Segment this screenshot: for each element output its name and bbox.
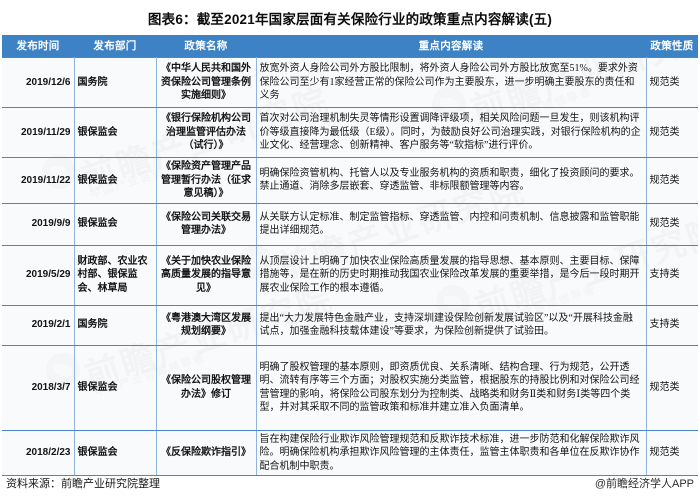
cell-policy-name: 《银行保险机构公司治理监管评估办法（试行）》 bbox=[155, 107, 257, 158]
brand-watermark: @前瞻经济学人APP bbox=[594, 478, 694, 490]
cell-dept: 银保监会 bbox=[73, 202, 157, 246]
table-row: 2018/2/23 银保监会 《反保险欺诈指引》 旨在构建保险行业欺诈风险管理规… bbox=[2, 429, 698, 476]
cell-policy-type: 规范类 bbox=[645, 157, 698, 204]
cell-dept: 财政部、农业农村部、银保监会、林草局 bbox=[73, 244, 157, 306]
table-header-row: 发布时间 发布部门 政策名称 重点内容解读 政策性质 bbox=[2, 35, 698, 58]
source-note: 资料来源：前瞻产业研究院整理 bbox=[6, 478, 160, 490]
cell-policy-type: 支持类 bbox=[645, 304, 698, 346]
cell-description: 从关联方认定标准、制定监管指标、穿透监管、内控和问责机制、信息披露和监管职能提出… bbox=[255, 202, 647, 246]
cell-policy-type: 规范类 bbox=[645, 344, 698, 431]
cell-policy-type: 规范类 bbox=[645, 202, 698, 246]
cell-date: 2019/11/22 bbox=[2, 157, 75, 204]
column-header-dept: 发布部门 bbox=[74, 35, 156, 58]
table-row: 2019/11/22 银保监会 《保险资产管理产品管理暂行办法（征求意见稿）》 … bbox=[2, 157, 698, 204]
cell-dept: 国务院 bbox=[73, 57, 157, 108]
cell-policy-name: 《保险公司股权管理办法》修订 bbox=[155, 344, 257, 431]
cell-date: 2018/2/23 bbox=[2, 429, 75, 476]
cell-description: 旨在构建保险行业欺诈风险管理规范和反欺诈技术标准，进一步防范和化解保险欺诈风险。… bbox=[255, 429, 647, 476]
cell-dept: 银保监会 bbox=[73, 429, 157, 476]
cell-policy-name: 《中华人民共和国外资保险公司管理条例实施细则》 bbox=[155, 57, 257, 108]
cell-dept: 银保监会 bbox=[73, 107, 157, 158]
table-row: 2019/9/9 银保监会 《保险公司关联交易管理办法》 从关联方认定标准、制定… bbox=[2, 202, 698, 246]
table-body: 2019/12/6 国务院 《中华人民共和国外资保险公司管理条例实施细则》 放宽… bbox=[2, 57, 698, 476]
column-header-date: 发布时间 bbox=[2, 35, 74, 58]
cell-date: 2019/9/9 bbox=[2, 202, 75, 246]
cell-description: 明确保险资管机构、托管人以及专业服务机构的资质和职责，细化了投资顾问的要求。禁止… bbox=[255, 157, 647, 204]
table-row: 2019/12/6 国务院 《中华人民共和国外资保险公司管理条例实施细则》 放宽… bbox=[2, 57, 698, 108]
policy-table-wrap: 前瞻产业研究院 中国产业咨询领导者 前瞻产业研究院 中国产业咨询领导者 前瞻产业… bbox=[2, 35, 698, 476]
cell-policy-type: 规范类 bbox=[645, 107, 698, 158]
cell-dept: 国务院 bbox=[73, 304, 157, 346]
cell-description: 从顶层设计上明确了加快农业保险高质量发展的指导思想、基本原则、主要目标、保障措施… bbox=[255, 244, 647, 306]
cell-policy-name: 《保险资产管理产品管理暂行办法（征求意见稿）》 bbox=[155, 157, 257, 204]
cell-description: 提出“大力发展特色金融产业，支持深圳建设保险创新发展试验区”以及“开展科技金融试… bbox=[255, 304, 647, 346]
cell-date: 2019/11/29 bbox=[2, 107, 75, 158]
column-header-type: 政策性质 bbox=[646, 35, 698, 58]
cell-policy-type: 规范类 bbox=[645, 57, 698, 108]
cell-policy-name: 《粤港澳大湾区发展规划纲要》 bbox=[155, 304, 257, 346]
cell-dept: 银保监会 bbox=[73, 157, 157, 204]
table-row: 2019/5/29 财政部、农业农村部、银保监会、林草局 《关于加快农业保险高质… bbox=[2, 244, 698, 306]
column-header-desc: 重点内容解读 bbox=[256, 35, 646, 58]
cell-policy-name: 《反保险欺诈指引》 bbox=[155, 429, 257, 476]
table-row: 2019/11/29 银保监会 《银行保险机构公司治理监管评估办法（试行）》 首… bbox=[2, 107, 698, 158]
cell-dept: 银保监会 bbox=[73, 344, 157, 431]
table-row: 2019/2/1 国务院 《粤港澳大湾区发展规划纲要》 提出“大力发展特色金融产… bbox=[2, 304, 698, 346]
table-header: 发布时间 发布部门 政策名称 重点内容解读 政策性质 bbox=[2, 35, 698, 58]
column-header-name: 政策名称 bbox=[156, 35, 256, 58]
cell-description: 明确了股权管理的基本原则，即资质优良、关系清晰、结构合理、行为规范，公开透明、流… bbox=[255, 344, 647, 431]
cell-date: 2018/3/7 bbox=[2, 344, 75, 431]
cell-date: 2019/12/6 bbox=[2, 57, 75, 108]
cell-policy-name: 《关于加快农业保险高质量发展的指导意见》 bbox=[155, 244, 257, 306]
cell-description: 放宽外资人身险公司外方股比限制，将外资人身险公司外方股比放宽至51%。要求外资保… bbox=[255, 57, 647, 108]
policy-table: 发布时间 发布部门 政策名称 重点内容解读 政策性质 2019/12/6 国务院… bbox=[2, 35, 698, 476]
cell-date: 2019/2/1 bbox=[2, 304, 75, 346]
footer: 资料来源：前瞻产业研究院整理 @前瞻经济学人APP bbox=[0, 465, 700, 501]
page-title: 图表6：截至2021年国家层面有关保险行业的政策重点内容解读(五) bbox=[147, 12, 553, 27]
cell-policy-name: 《保险公司关联交易管理办法》 bbox=[155, 202, 257, 246]
table-row: 2018/3/7 银保监会 《保险公司股权管理办法》修订 明确了股权管理的基本原… bbox=[2, 344, 698, 431]
cell-description: 首次对公司治理机制失灵等情形设置调降评级项，相关风险问题一旦发生，则该机构评价等… bbox=[255, 107, 647, 158]
cell-date: 2019/5/29 bbox=[2, 244, 75, 306]
cell-policy-type: 支持类 bbox=[645, 244, 698, 306]
cell-policy-type: 规范类 bbox=[645, 429, 698, 476]
